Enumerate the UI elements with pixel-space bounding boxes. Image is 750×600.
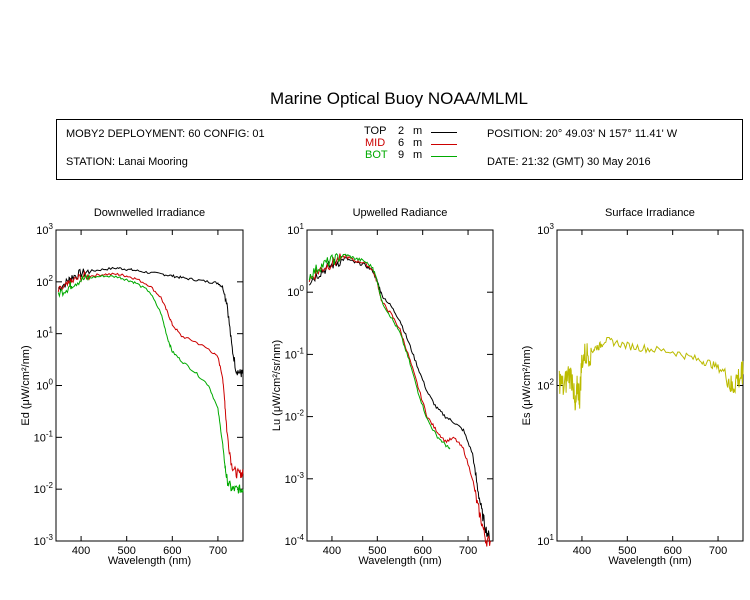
y-tick-label: 103 [537, 222, 554, 237]
x-tick-label: 400 [72, 545, 90, 557]
x-tick-label: 400 [323, 545, 341, 557]
legend-depth-bot: 9 [398, 149, 405, 161]
plot-frame [55, 229, 244, 542]
series-line-bot [57, 273, 244, 494]
x-tick-label: 500 [118, 545, 136, 557]
x-axis-label: Wavelength (nm) [358, 555, 441, 567]
legend-label-bot: BOT [365, 149, 388, 161]
x-tick-label: 500 [368, 545, 386, 557]
legend-depth-mid: 6 [398, 137, 405, 149]
y-tick-label: 10-4 [285, 533, 305, 548]
page-title: Marine Optical Buoy NOAA/MLML [270, 89, 528, 108]
x-tick-label: 500 [618, 545, 636, 557]
y-tick-label: 101 [537, 533, 554, 548]
deployment-text: MOBY2 DEPLOYMENT: 60 CONFIG: 01 [66, 128, 265, 140]
legend-unit-top: m [413, 125, 423, 137]
x-tick-label: 700 [709, 545, 727, 557]
y-tick-label: 100 [36, 378, 53, 393]
chart-0: Downwelled Irradiance 400 500 600 700 Wavelen… [20, 207, 244, 567]
y-tick-label: 10-3 [34, 533, 54, 548]
x-tick-label: 400 [573, 545, 591, 557]
chart-1: Upwelled Radiance 400 500 600 700 Wavelength … [271, 207, 494, 567]
info-box: MOBY2 DEPLOYMENT: 60 CONFIG: 01 STATION:… [56, 119, 743, 180]
y-axis-label: Ed (μW/cm²/nm) [20, 345, 32, 425]
series-line-top [57, 266, 244, 378]
x-axis-label: Wavelength (nm) [108, 555, 191, 567]
y-tick-label: 10-1 [34, 429, 54, 444]
station-text: STATION: Lanai Mooring [66, 156, 188, 168]
legend-line-top [431, 132, 457, 133]
y-tick-label: 100 [287, 284, 304, 299]
chart-title: Surface Irradiance [605, 207, 695, 219]
chart-title: Upwelled Radiance [353, 207, 448, 219]
chart-title: Downwelled Irradiance [94, 207, 205, 219]
legend-label-top: TOP [364, 125, 387, 137]
legend-unit-mid: m [413, 137, 423, 149]
x-tick-label: 600 [414, 545, 432, 557]
legend-label-mid: MID [365, 137, 386, 149]
legend-depth-top: 2 [398, 125, 405, 137]
series-line-bot [308, 253, 451, 450]
y-axis-label: Es (μW/cm²/nm) [521, 346, 533, 426]
y-tick-label: 10-3 [285, 471, 305, 486]
y-tick-label: 102 [537, 378, 554, 393]
x-tick-label: 600 [163, 545, 181, 557]
legend-unit-bot: m [413, 149, 423, 161]
series-line-mid [308, 253, 492, 547]
legend-line-mid [431, 144, 457, 145]
y-tick-label: 10-2 [285, 409, 305, 424]
chart-2: Surface Irradiance 400 500 600 700 Wavelength… [521, 207, 744, 567]
y-tick-label: 10-1 [285, 346, 305, 361]
date-text: DATE: 21:32 (GMT) 30 May 2016 [487, 156, 651, 168]
y-tick-label: 10-2 [34, 481, 54, 496]
position-text: POSITION: 20° 49.03' N 157° 11.41' W [487, 128, 678, 140]
x-axis-label: Wavelength (nm) [608, 555, 691, 567]
y-tick-label: 102 [36, 274, 53, 289]
series-line-mid [57, 270, 244, 479]
series-line-es [558, 337, 744, 411]
plot-frame [556, 229, 744, 542]
y-tick-label: 101 [36, 326, 53, 341]
y-tick-label: 101 [287, 222, 304, 237]
y-axis-label: Lu (μW/cm²/sr/nm) [271, 340, 283, 431]
plot-frame [306, 229, 494, 542]
x-tick-label: 600 [664, 545, 682, 557]
y-tick-label: 103 [36, 222, 53, 237]
legend-line-bot [431, 156, 457, 157]
x-tick-label: 700 [209, 545, 227, 557]
x-tick-label: 700 [459, 545, 477, 557]
series-line-top [308, 257, 492, 545]
